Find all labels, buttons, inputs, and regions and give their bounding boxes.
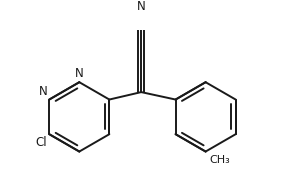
Text: N: N bbox=[39, 85, 47, 98]
Text: N: N bbox=[137, 0, 146, 13]
Text: Cl: Cl bbox=[35, 136, 47, 149]
Text: CH₃: CH₃ bbox=[209, 155, 230, 165]
Text: N: N bbox=[75, 67, 84, 80]
